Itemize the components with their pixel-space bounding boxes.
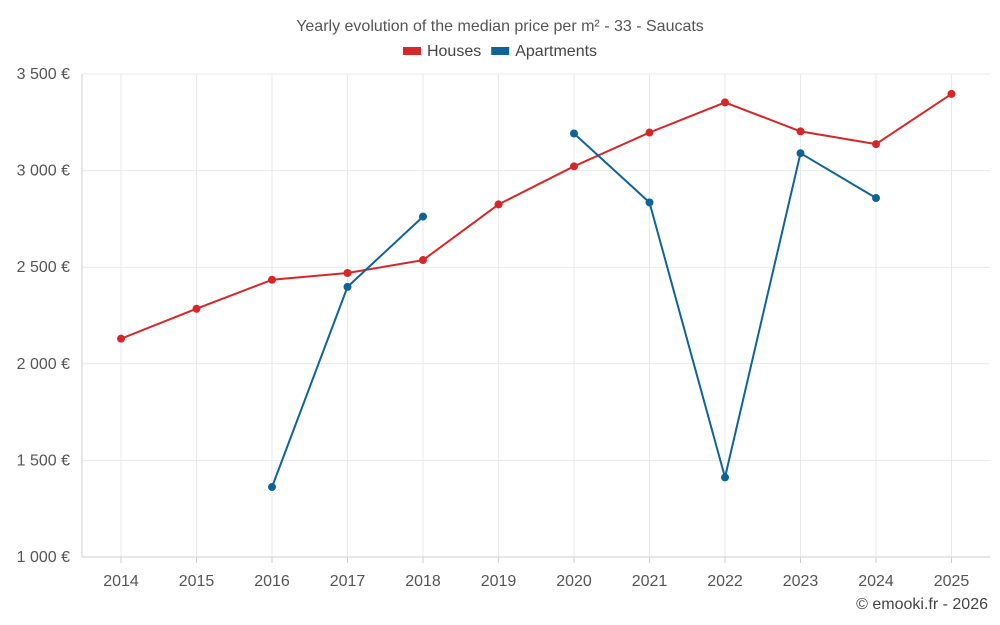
x-tick-label: 2018 — [405, 573, 441, 590]
data-point-houses[interactable] — [721, 98, 729, 107]
data-point-houses[interactable] — [268, 275, 276, 284]
chart-title: Yearly evolution of the median price per… — [296, 18, 704, 35]
data-point-apartments[interactable] — [796, 149, 805, 158]
x-tick-label: 2014 — [103, 573, 139, 590]
data-point-apartments[interactable] — [645, 198, 654, 207]
y-tick-label: 1 500 € — [17, 452, 70, 469]
series-apartments — [268, 129, 880, 492]
x-tick-label: 2022 — [707, 573, 743, 590]
x-tick-label: 2017 — [330, 573, 366, 590]
y-tick-label: 3 000 € — [17, 163, 70, 180]
y-axis: 1 000 € 1 500 € 2 000 € 2 500 € 3 000 € 3 500… — [17, 66, 83, 566]
data-point-houses[interactable] — [192, 304, 201, 313]
y-tick-label: 2 500 € — [17, 259, 70, 276]
legend-item-houses[interactable]: Houses — [402, 43, 481, 60]
x-tick-label: 2024 — [858, 573, 894, 590]
data-point-apartments[interactable] — [721, 473, 729, 482]
legend-swatch — [491, 47, 510, 55]
y-tick-label: 3 500 € — [17, 66, 70, 83]
legend-label: Houses — [427, 43, 481, 60]
legend-label: Apartments — [515, 43, 597, 60]
x-tick-label: 2023 — [783, 573, 819, 590]
x-axis: 2014 2015 2016 2017 2018 2019 2020 2021 2022 2023… — [82, 556, 990, 590]
x-tick-label: 2019 — [481, 573, 517, 590]
data-point-apartments[interactable] — [872, 194, 880, 203]
data-point-houses[interactable] — [343, 268, 352, 277]
x-tick-label: 2021 — [632, 573, 668, 590]
y-tick-label: 2 000 € — [17, 356, 70, 373]
data-point-houses[interactable] — [494, 200, 503, 209]
data-point-houses[interactable] — [570, 162, 578, 171]
data-point-apartments[interactable] — [419, 212, 427, 221]
data-point-apartments[interactable] — [268, 483, 276, 492]
y-tick-label: 1 000 € — [17, 549, 70, 566]
credit-text: © emooki.fr - 2026 — [856, 596, 988, 613]
x-tick-label: 2025 — [934, 573, 970, 590]
data-point-houses[interactable] — [117, 334, 125, 343]
legend-item-apartments[interactable]: Apartments — [491, 43, 597, 60]
data-point-houses[interactable] — [419, 256, 427, 265]
data-point-apartments[interactable] — [570, 129, 578, 138]
series-line-houses — [120, 93, 953, 340]
x-tick-label: 2020 — [556, 573, 592, 590]
data-point-houses[interactable] — [947, 89, 956, 98]
data-point-houses[interactable] — [645, 128, 654, 137]
grid-lines — [82, 73, 990, 557]
data-point-houses[interactable] — [796, 127, 805, 136]
data-point-houses[interactable] — [872, 140, 880, 149]
legend-swatch — [402, 47, 421, 55]
x-tick-label: 2015 — [179, 573, 215, 590]
x-tick-label: 2016 — [254, 573, 290, 590]
series-layer — [117, 89, 956, 492]
data-point-apartments[interactable] — [343, 282, 352, 291]
series-houses — [117, 89, 956, 343]
chart-legend: Houses Apartments — [402, 43, 597, 60]
